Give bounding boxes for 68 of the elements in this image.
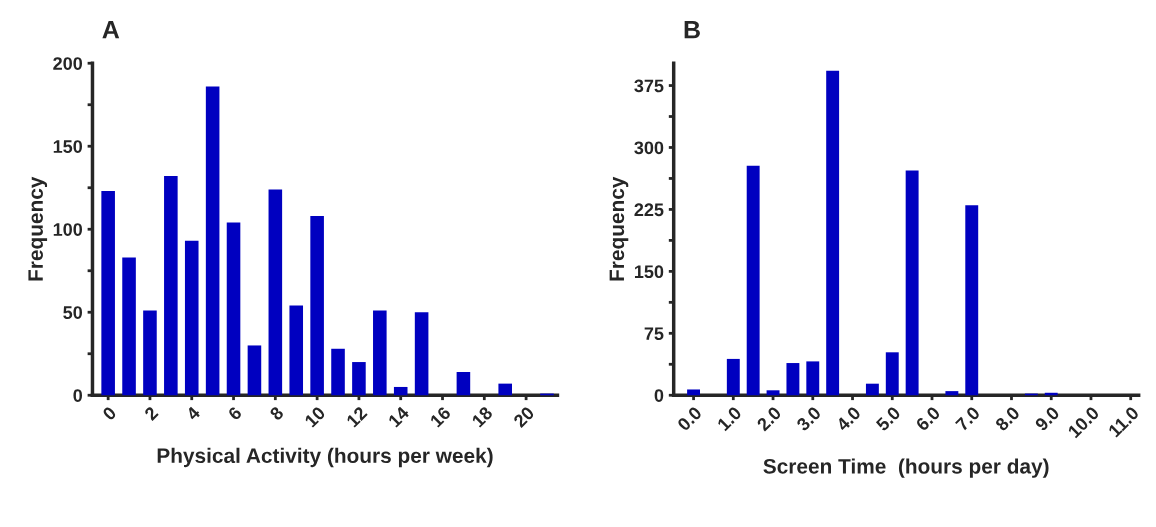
bar (826, 70, 840, 396)
x-tick-label: 5.0 (875, 405, 902, 432)
bar (373, 310, 387, 396)
y-tick-label: 150 (634, 265, 664, 279)
bar (393, 386, 408, 396)
x-tick-label: 4 (185, 405, 201, 422)
x-axis-title: Physical Activity (hours per week) (157, 447, 493, 468)
x-tick-label: 18 (471, 405, 494, 428)
x-tick-label: 0.0 (676, 405, 703, 432)
bar (965, 205, 979, 396)
y-tick-label: 50 (63, 306, 83, 319)
x-tick-label: 7.0 (954, 405, 981, 432)
bar (786, 363, 800, 396)
bar (268, 189, 283, 396)
x-tick-label: 6 (227, 405, 243, 421)
y-tick-label: 0 (654, 389, 664, 402)
bar (205, 86, 220, 396)
y-tick-label: 300 (634, 141, 664, 155)
bar (865, 383, 879, 396)
chart-title: A (102, 21, 120, 39)
x-tick-label: 10 (304, 405, 326, 428)
x-axis-title: Screen Time (hours per day) (763, 458, 1049, 478)
bar (101, 191, 115, 396)
x-tick-label: 8.0 (994, 405, 1021, 432)
bar (143, 310, 157, 396)
x-tick-label: 0 (101, 405, 118, 421)
x-tick-label: 12 (345, 405, 368, 428)
x-tick-label: 8 (268, 405, 285, 422)
y-tick-label: 0 (73, 389, 83, 402)
y-axis-title: Frequency (28, 176, 48, 281)
bar (806, 361, 820, 396)
bar (226, 222, 241, 396)
y-tick-label: 200 (53, 57, 83, 70)
x-tick-label: 3.0 (795, 405, 822, 432)
x-tick-label: 16 (429, 405, 452, 428)
bar (414, 312, 429, 396)
bar (310, 215, 324, 396)
y-axis-title: Frequency (609, 176, 629, 281)
bar (331, 348, 345, 396)
x-tick-label: 4.0 (835, 405, 862, 432)
bar (687, 389, 701, 396)
y-tick-label: 225 (634, 203, 664, 217)
bar (905, 170, 919, 396)
x-tick-label: 20 (512, 405, 535, 429)
bar (498, 383, 512, 396)
x-tick-label: 2 (143, 405, 159, 421)
x-tick-label: 2.0 (756, 405, 782, 432)
bar (164, 176, 178, 396)
y-tick-label: 150 (53, 140, 83, 153)
bar (766, 390, 780, 396)
x-tick-label: 9.0 (1034, 405, 1061, 432)
bar (184, 240, 199, 396)
chart-title: B (684, 21, 700, 39)
y-tick-label: 75 (644, 327, 664, 341)
x-tick-label: 14 (387, 405, 410, 428)
bar (352, 362, 366, 396)
bar (885, 352, 899, 396)
x-tick-label: 6.0 (915, 405, 941, 432)
y-tick-label: 375 (634, 79, 664, 93)
bar (945, 391, 959, 396)
bar (746, 165, 760, 396)
bar (726, 358, 740, 396)
y-tick-label: 100 (53, 223, 83, 236)
bar (289, 305, 304, 396)
bar (247, 345, 262, 396)
bar (456, 372, 471, 396)
x-tick-label: 1.0 (716, 405, 743, 432)
bar (122, 257, 136, 396)
